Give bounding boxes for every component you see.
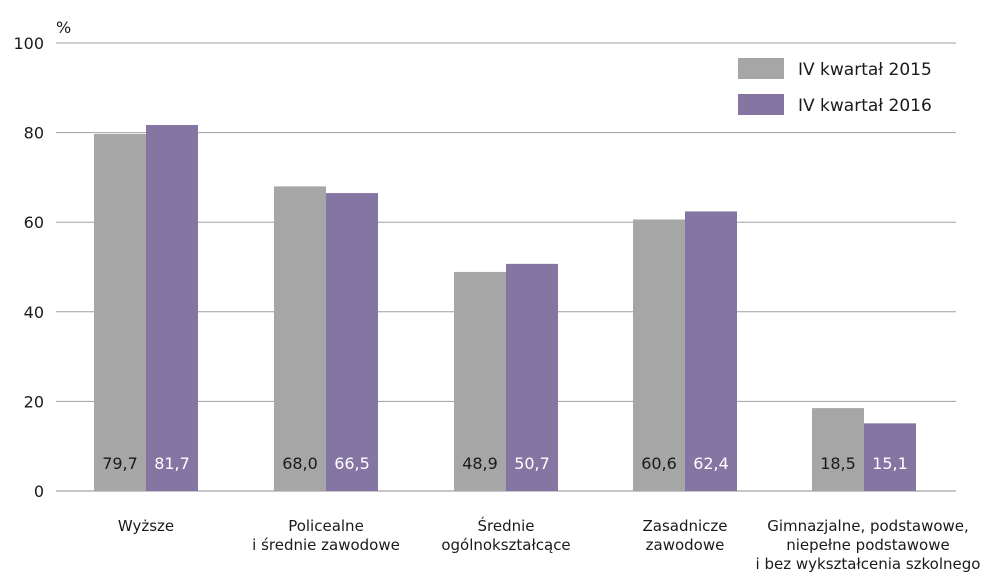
- category-label: Zasadnicze zawodowe: [642, 517, 727, 554]
- value-label: 66,5: [334, 454, 370, 473]
- bar-2-5: [864, 423, 916, 491]
- value-label: 62,4: [693, 454, 729, 473]
- bar-2-2: [326, 193, 378, 491]
- bar-1-1: [94, 133, 146, 491]
- value-label: 15,1: [872, 454, 908, 473]
- category-label: Gimnazjalne, podstawowe, niepełne podstaw…: [756, 517, 981, 573]
- value-label: 50,7: [514, 454, 550, 473]
- value-label: 81,7: [154, 454, 190, 473]
- y-tick-label: 0: [34, 482, 44, 501]
- category-label: Policealne i średnie zawodowe: [252, 517, 400, 554]
- y-tick-label: 40: [24, 303, 44, 322]
- value-labels: 79,7 68,0 48,9 60,6 18,5 81,7 66,5 50,7 62,4 15,1: [102, 454, 908, 473]
- bar-2-1: [146, 124, 198, 491]
- legend-label-2: IV kwartał 2016: [798, 96, 932, 116]
- legend-swatch-2: [738, 94, 784, 115]
- y-tick-label: 80: [24, 124, 44, 143]
- y-tick-label: 60: [24, 213, 44, 232]
- category-labels: Wyższe Policealne i średnie zawodowe Średni…: [118, 516, 981, 573]
- y-tick-label: 20: [24, 392, 44, 411]
- bar-1-3: [454, 271, 506, 491]
- y-axis-ticks: 0 20 40 60 80 100: [13, 34, 44, 501]
- y-tick-label: 100: [13, 34, 44, 53]
- bar-1-4: [633, 219, 685, 491]
- bar-1-5: [812, 408, 864, 491]
- value-label: 60,6: [641, 454, 677, 473]
- value-label: 18,5: [820, 454, 856, 473]
- legend-swatch-1: [738, 58, 784, 79]
- bars: [94, 124, 916, 492]
- bar-1-2: [274, 186, 326, 492]
- value-label: 79,7: [102, 454, 138, 473]
- bar-2-4: [685, 211, 737, 491]
- legend-label-1: IV kwartał 2015: [798, 60, 932, 80]
- category-label: Wyższe: [118, 517, 174, 535]
- category-label: Średnie ogólnokształcące: [441, 516, 570, 554]
- value-label: 48,9: [462, 454, 498, 473]
- y-axis-unit: %: [56, 18, 71, 37]
- legend: IV kwartał 2015 IV kwartał 2016: [738, 58, 932, 116]
- bar-2-3: [506, 263, 558, 491]
- value-label: 68,0: [282, 454, 318, 473]
